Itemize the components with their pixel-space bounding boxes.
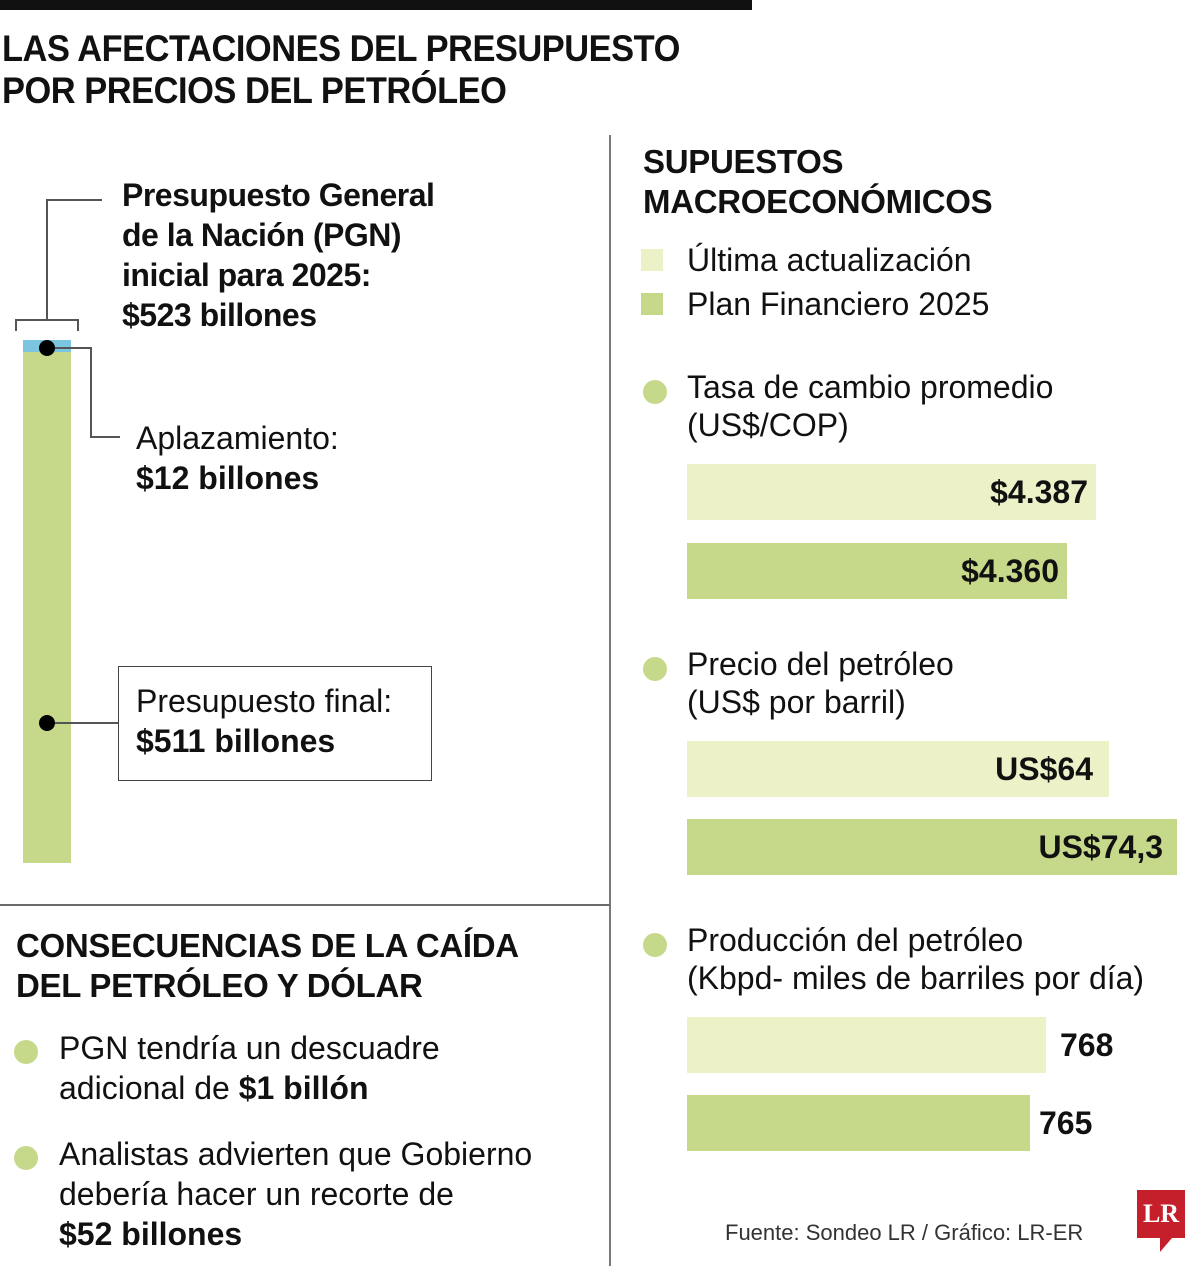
page-title: LAS AFECTACIONES DEL PRESUPUESTO POR PRE… — [2, 28, 680, 112]
legend-label-ultima: Última actualización — [687, 242, 972, 278]
category-oil-production: Producción del petróleo (Kbpd- miles de … — [643, 921, 1200, 1161]
category-label-line-2: (US$ por barril) — [687, 684, 906, 720]
title-line-2: POR PRECIOS DEL PETRÓLEO — [2, 70, 507, 111]
final-budget-box: Presupuesto final: $511 billones — [118, 666, 432, 781]
category-label: Precio del petróleo (US$ por barril) — [687, 645, 954, 721]
consequence-item: PGN tendría un descuadre adicional de $1… — [14, 1028, 604, 1112]
horizontal-divider — [0, 904, 610, 906]
bullet-icon — [643, 657, 667, 681]
lr-logo-tail — [1160, 1238, 1172, 1252]
consequence-line: adicional de — [59, 1070, 239, 1106]
bracket-right — [77, 319, 79, 331]
consequence-line: Analistas advierten que Gobierno — [59, 1136, 533, 1172]
final-budget-leader — [55, 722, 118, 724]
legend-swatch-plan — [641, 293, 663, 315]
bracket-left — [15, 319, 17, 331]
top-rule — [0, 0, 752, 10]
lr-logo: LR — [1137, 1190, 1185, 1238]
final-budget-bar — [23, 340, 71, 863]
category-label: Producción del petróleo (Kbpd- miles de … — [687, 921, 1144, 997]
category-label-line-1: Precio del petróleo — [687, 646, 954, 682]
category-oil-price: Precio del petróleo (US$ por barril) US$… — [643, 645, 1200, 885]
bar-value: $4.360 — [961, 553, 1059, 589]
pgn-value: $523 billones — [122, 297, 317, 333]
category-label-line-2: (US$/COP) — [687, 407, 849, 443]
bullet-icon — [643, 380, 667, 404]
consequences-title: CONSECUENCIAS DE LA CAÍDA DEL PETRÓLEO Y… — [16, 926, 519, 1006]
category-label: Tasa de cambio promedio (US$/COP) — [687, 368, 1053, 444]
macro-title-line-1: SUPUESTOS — [643, 143, 844, 180]
bar-value: $4.387 — [990, 474, 1088, 510]
aplazamiento-value: $12 billones — [136, 460, 320, 496]
bar-plan: 765 — [687, 1095, 1092, 1151]
vertical-divider — [609, 135, 611, 1266]
legend-label-plan: Plan Financiero 2025 — [687, 286, 990, 322]
pgn-line-1: Presupuesto General — [122, 177, 435, 213]
title-line-1: LAS AFECTACIONES DEL PRESUPUESTO — [2, 28, 680, 69]
bracket-top — [15, 319, 78, 321]
bar-ultima: $4.387 — [687, 464, 1096, 520]
bullet-icon — [14, 1146, 38, 1170]
bar-value: US$64 — [995, 751, 1093, 787]
category-exchange-rate: Tasa de cambio promedio (US$/COP) $4.387… — [643, 368, 1200, 608]
aplazamiento-leader-h1 — [55, 347, 91, 349]
aplazamiento-leader-h2 — [90, 436, 120, 438]
macro-section-title: SUPUESTOS MACROECONÓMICOS — [643, 142, 993, 222]
consequence-item: Analistas advierten que Gobierno debería… — [14, 1134, 604, 1258]
bar-ultima: US$64 — [687, 741, 1109, 797]
macro-title-line-2: MACROECONÓMICOS — [643, 183, 993, 220]
pgn-line-2: de la Nación (PGN) — [122, 217, 402, 253]
bar-plan: US$74,3 — [687, 819, 1177, 875]
bar-value: US$74,3 — [1038, 829, 1163, 865]
legend-item-ultima: Última actualización — [641, 240, 972, 280]
bullet-icon — [643, 933, 667, 957]
consequences-title-line-2: DEL PETRÓLEO Y DÓLAR — [16, 967, 423, 1004]
aplazamiento-leader-v — [90, 347, 92, 437]
consequences-title-line-1: CONSECUENCIAS DE LA CAÍDA — [16, 927, 519, 964]
consequence-highlight: $52 billones — [59, 1216, 243, 1252]
bullet-icon — [14, 1040, 38, 1064]
aplazamiento-text: Aplazamiento: — [136, 420, 339, 456]
aplazamiento-label: Aplazamiento: $12 billones — [136, 418, 339, 498]
legend-swatch-ultima — [641, 249, 663, 271]
bar-value: 768 — [1060, 1027, 1114, 1063]
legend-item-plan: Plan Financiero 2025 — [641, 284, 989, 324]
pgn-line-3: inicial para 2025: — [122, 257, 371, 293]
bar-plan: $4.360 — [687, 543, 1067, 599]
source-credit: Fuente: Sondeo LR / Gráfico: LR-ER — [725, 1220, 1084, 1245]
pgn-initial-label: Presupuesto General de la Nación (PGN) i… — [122, 175, 435, 335]
pgn-leader-horizontal — [46, 199, 102, 201]
aplazamiento-marker — [39, 340, 55, 356]
final-budget-value: $511 billones — [136, 723, 336, 759]
consequence-line: debería hacer un recorte de — [59, 1176, 454, 1212]
final-budget-text: Presupuesto final: — [136, 683, 393, 719]
bar-value: 765 — [1039, 1105, 1093, 1141]
consequence-line: PGN tendría un descuadre — [59, 1030, 440, 1066]
consequence-highlight: $1 billón — [238, 1070, 369, 1106]
category-label-line-1: Tasa de cambio promedio — [687, 369, 1054, 405]
final-budget-marker — [39, 715, 55, 731]
bar-ultima: 768 — [687, 1017, 1113, 1073]
category-label-line-2: (Kbpd- miles de barriles por día) — [687, 960, 1145, 996]
category-label-line-1: Producción del petróleo — [687, 922, 1024, 958]
pgn-leader-vertical — [46, 199, 48, 319]
